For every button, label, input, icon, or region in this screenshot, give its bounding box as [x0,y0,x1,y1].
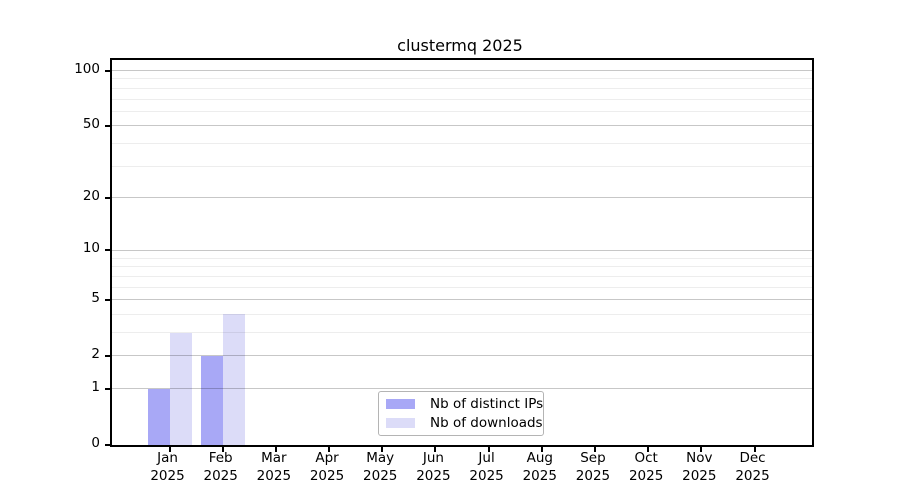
x-tick-label-year: 2025 [203,467,238,484]
y-gridline-major-2 [112,355,812,357]
x-tick-label-apr-2025: Apr 2025 [292,450,362,485]
x-tick-label-year: 2025 [256,467,292,484]
x-tick-mark-11 [700,447,703,452]
x-tick-mark-1 [168,447,171,452]
x-tick-label-year: 2025 [363,467,398,484]
x-tick-label-month: Apr [315,450,339,466]
x-tick-mark-6 [434,447,437,452]
x-tick-label-month: Jul [478,450,495,466]
x-tick-label-dec-2025: Dec 2025 [718,450,788,485]
y-tick-mark-5 [105,298,110,301]
x-tick-label-feb-2025: Feb 2025 [186,450,256,485]
x-tick-label-mar-2025: Mar 2025 [239,450,309,485]
y-tick-mark-0 [105,444,110,446]
x-tick-mark-10 [647,447,650,452]
y-gridline-minor-60 [112,110,812,112]
x-tick-label-month: Jun [422,450,444,466]
y-gridline-major-5 [112,299,812,301]
y-gridline-minor-40 [112,143,812,145]
x-tick-label-month: Dec [739,450,766,466]
y-tick-label-10: 10 [82,240,100,257]
x-tick-label-month: Jan [157,450,178,466]
y-gridline-minor-80 [112,87,812,89]
x-tick-mark-3 [274,447,277,452]
x-tick-mark-9 [593,447,596,452]
y-tick-mark-1 [105,387,110,390]
y-tick-label-50: 50 [82,115,100,132]
x-tick-label-year: 2025 [416,467,451,484]
bar-downloads-jan-2025 [169,332,192,445]
x-tick-label-jan-2025: Jan 2025 [133,450,203,485]
y-gridline-minor-9 [112,257,812,259]
x-tick-label-year: 2025 [150,467,185,484]
x-tick-label-month: Mar [261,450,287,466]
y-tick-mark-20 [105,196,110,199]
legend: Nb of distinct IPs Nb of downloads [378,391,544,436]
x-tick-label-may-2025: May 2025 [345,450,415,485]
x-tick-mark-12 [753,447,756,452]
chart-title: clustermq 2025 [397,36,523,55]
y-tick-label-0: 0 [91,435,100,451]
x-tick-label-aug-2025: Aug 2025 [505,450,575,485]
y-gridline-minor-70 [112,98,812,100]
y-tick-label-1: 1 [91,378,100,395]
y-tick-label-20: 20 [82,187,100,204]
plot-area [105,58,814,452]
y-gridline-major-50 [112,125,812,127]
y-tick-mark-100 [105,69,110,72]
x-tick-label-year: 2025 [469,467,504,484]
x-tick-label-oct-2025: Oct 2025 [611,450,681,485]
x-tick-label-jun-2025: Jun 2025 [398,450,468,485]
x-tick-mark-7 [487,447,490,452]
y-tick-label-100: 100 [74,60,100,77]
x-tick-mark-8 [540,447,543,452]
x-tick-label-jul-2025: Jul 2025 [452,450,522,485]
y-gridline-major-10 [112,249,812,251]
x-tick-label-year: 2025 [628,467,664,484]
x-tick-label-year: 2025 [735,467,770,484]
y-gridline-major-20 [112,197,812,199]
x-tick-label-month: Nov [686,450,713,466]
bar-distinct_ips-jan-2025 [147,388,170,445]
y-tick-mark-2 [105,354,110,357]
x-tick-label-nov-2025: Nov 2025 [664,450,734,485]
x-tick-mark-4 [328,447,331,452]
y-gridline-minor-3 [112,332,812,334]
y-gridline-minor-4 [112,313,812,315]
y-tick-mark-50 [105,124,110,127]
legend-label-distinct-ips: Nb of distinct IPs [430,395,544,412]
legend-swatch-downloads-icon [386,418,415,429]
y-tick-mark-10 [105,249,110,252]
x-tick-label-month: Sep [580,450,606,466]
legend-label-downloads: Nb of downloads [430,415,543,432]
y-gridline-minor-6 [112,286,812,288]
y-gridline-major-100 [112,70,812,72]
x-tick-label-year: 2025 [575,467,611,484]
y-gridline-major-1 [112,388,812,390]
y-tick-label-5: 5 [91,289,100,306]
legend-item-distinct-ips: Nb of distinct IPs [379,395,543,412]
x-tick-label-year: 2025 [682,467,717,484]
x-tick-label-sep-2025: Sep 2025 [558,450,628,485]
bar-distinct_ips-feb-2025 [200,355,223,445]
x-tick-mark-2 [221,447,224,452]
x-tick-label-year: 2025 [309,467,345,484]
y-gridline-minor-8 [112,266,812,268]
x-tick-label-month: Aug [526,450,553,466]
x-tick-label-month: Feb [208,450,233,466]
x-tick-mark-5 [381,447,384,452]
legend-swatch-distinct-ips-icon [386,398,415,409]
y-tick-label-2: 2 [91,345,100,362]
x-tick-label-month: Oct [634,450,658,466]
y-gridline-minor-30 [112,165,812,167]
x-tick-label-month: May [366,450,395,466]
y-gridline-minor-7 [112,275,812,277]
bar-downloads-feb-2025 [222,314,245,445]
x-tick-label-year: 2025 [522,467,557,484]
y-gridline-minor-90 [112,78,812,80]
legend-item-downloads: Nb of downloads [379,415,543,432]
